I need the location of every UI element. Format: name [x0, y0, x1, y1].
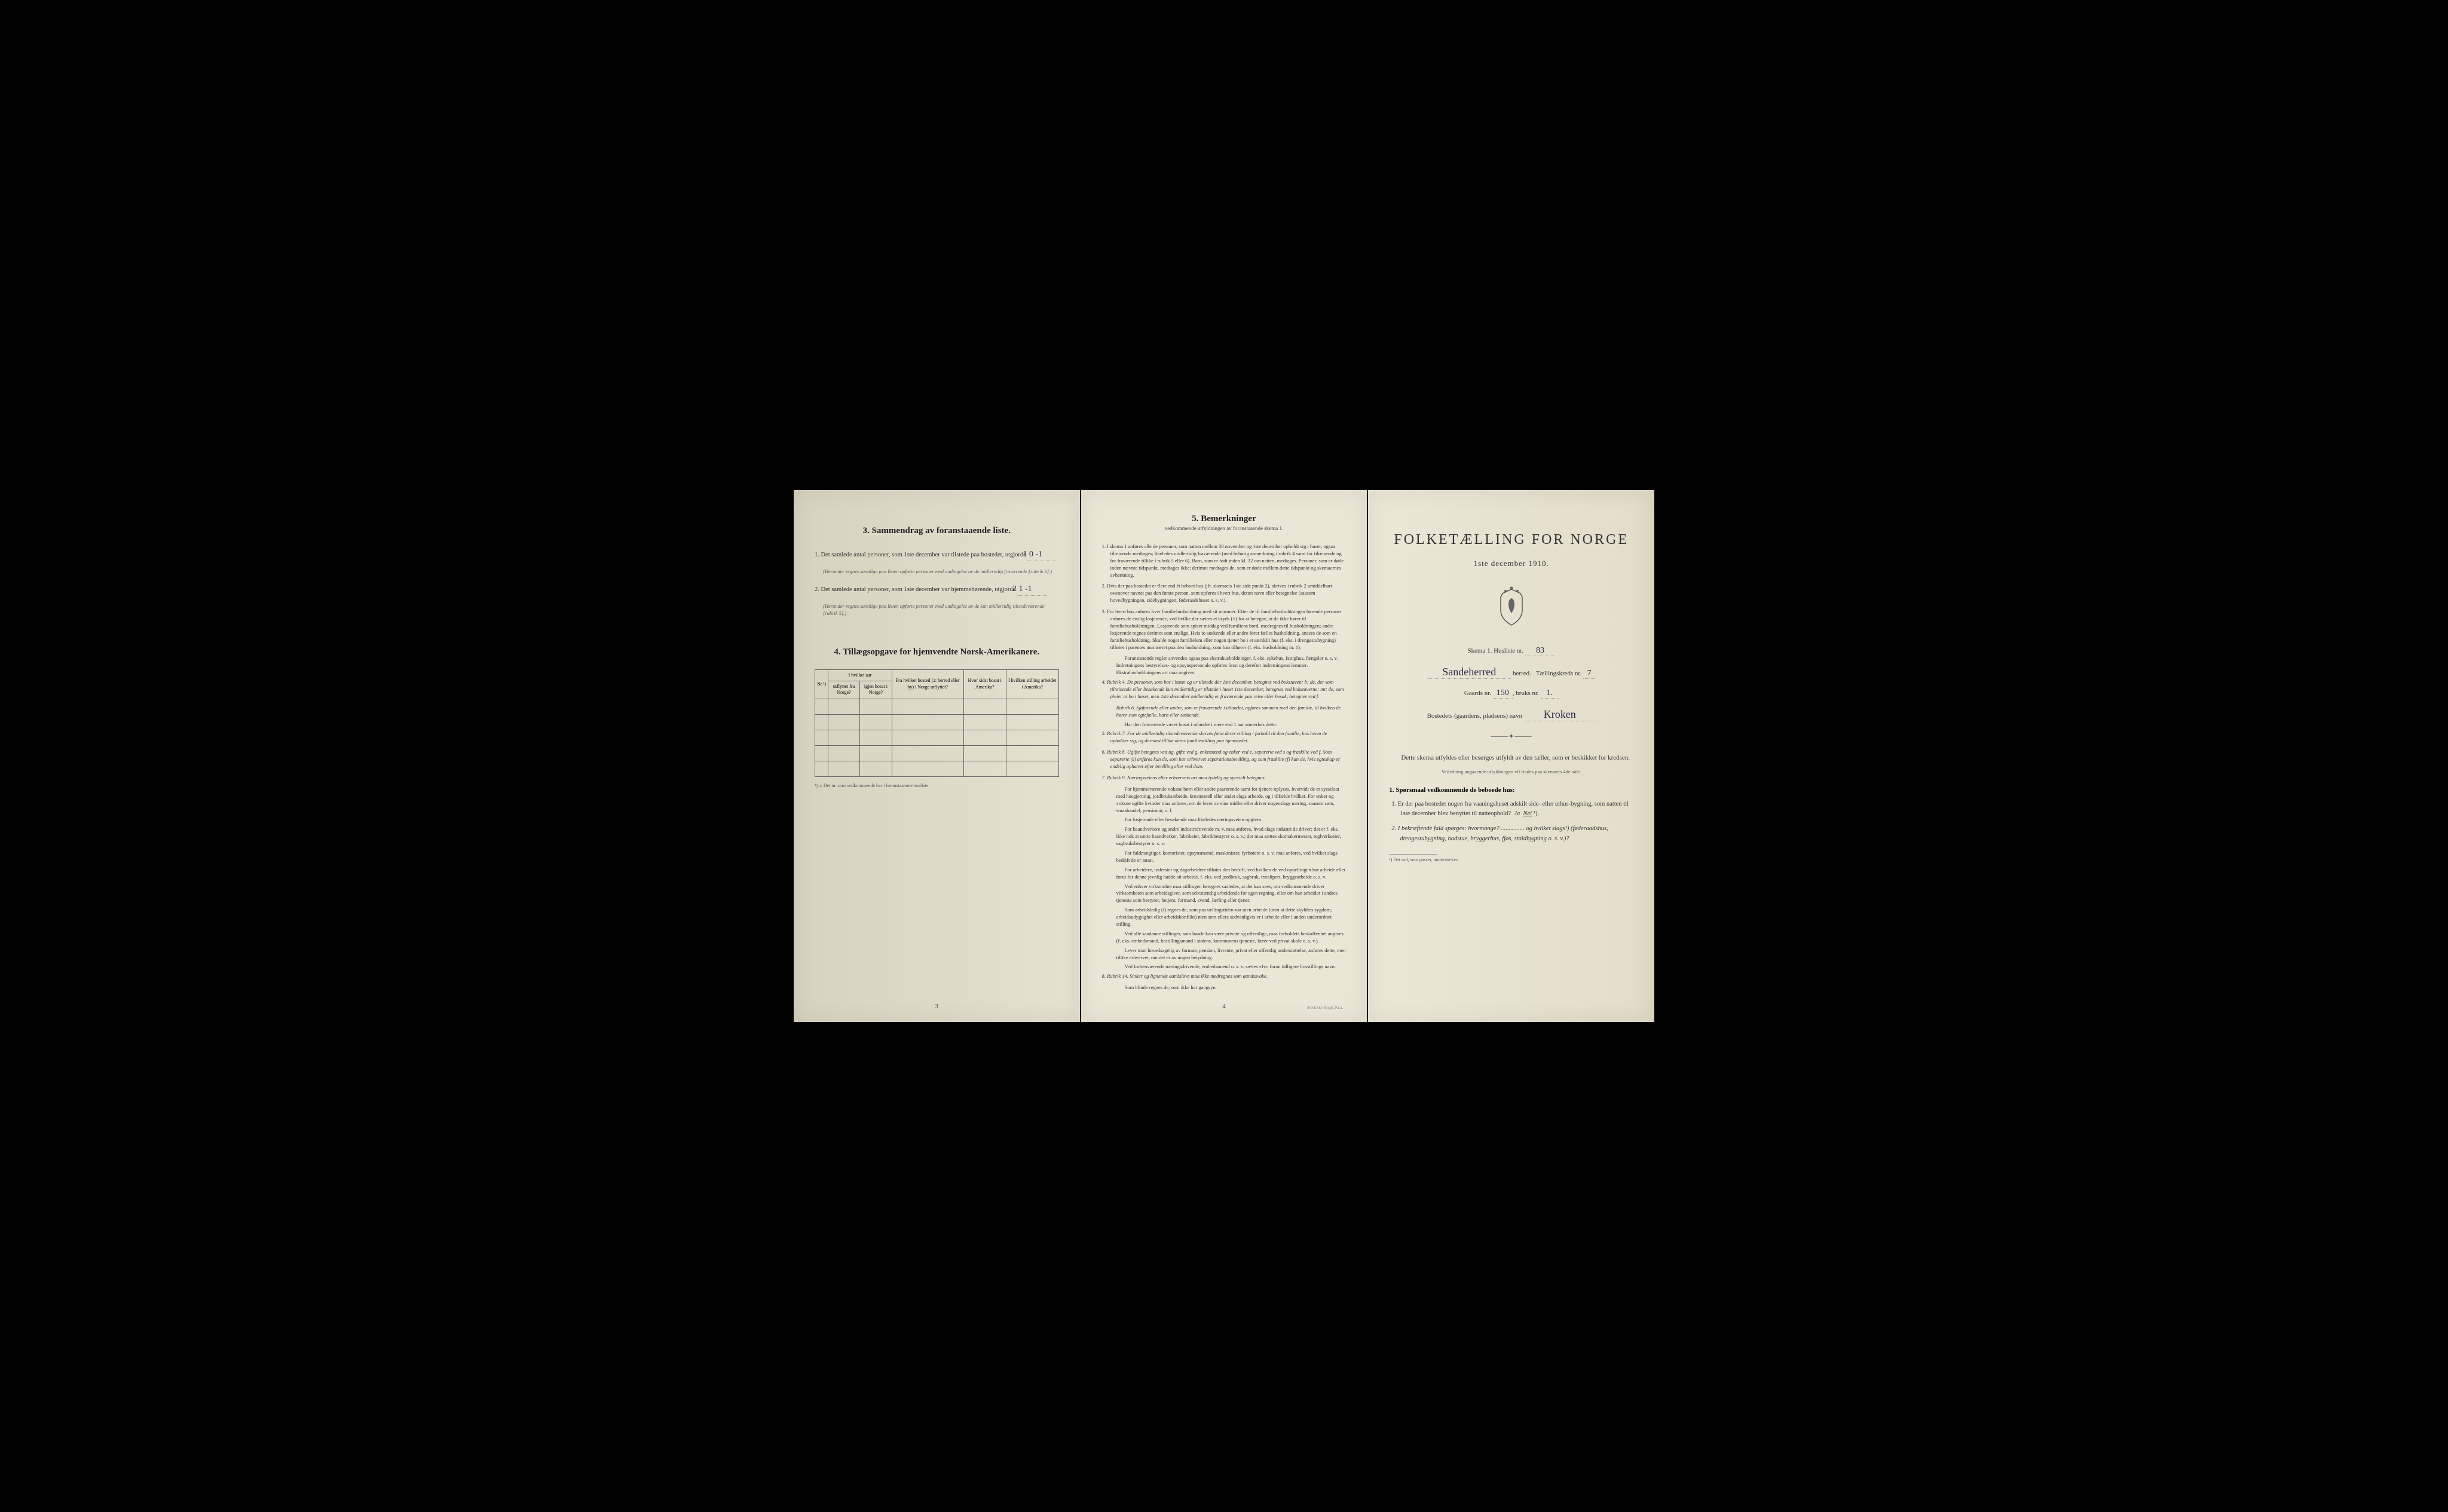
herred-line: Sandeherred herred. Tællingskreds nr. 7 — [1389, 666, 1633, 679]
remark-1: 1. I skema 1 anføres alle de personer, s… — [1102, 543, 1347, 579]
table-row — [815, 699, 1059, 714]
remark-3-para: Foranstaaende regler anvendes ogsaa paa … — [1102, 655, 1347, 677]
col-from: Fra hvilket bosted (ɔ: herred eller by) … — [892, 669, 963, 699]
total-resident-value: 2 1 -1 — [1017, 583, 1047, 596]
summary-item-2: 2. Det samlede antal personer, som 1ste … — [815, 583, 1059, 596]
remark-7b: For losjerende eller besøkende maa likel… — [1102, 816, 1347, 824]
remark-7j: Ved forhenværende næringsdrivende, embed… — [1102, 963, 1347, 971]
answer-nei: Nei — [1523, 810, 1532, 817]
printer-mark: Steen'ske Bogtr. Kr.a. — [1307, 1005, 1344, 1010]
remark-7g: Som arbeidsledig (l) regnes de, som paa … — [1102, 907, 1347, 928]
remark-4: 4. Rubrik 4. De personer, som bor i huse… — [1102, 679, 1347, 700]
remark-7e: For arbeidere, inderster og dagarbeidere… — [1102, 867, 1347, 881]
page-3: FOLKETÆLLING FOR NORGE 1ste december 191… — [1368, 490, 1654, 1022]
americans-table: Nr.¹) I hvilket aar Fra hvilket bosted (… — [815, 669, 1059, 777]
table-footnote: ¹) ɔ: Det nr. som vedkommende har i fora… — [815, 783, 1059, 788]
remark-7h: Ved alle saadanne stillinger, som baade … — [1102, 931, 1347, 945]
page-number: 3 — [935, 1003, 939, 1010]
skema-line: Skema 1. Husliste nr. 83 — [1389, 646, 1633, 656]
remark-2: 2. Hvis der paa bostedet er flere end ét… — [1102, 583, 1347, 604]
page-2: 5. Bemerkninger vedkommende utfyldningen… — [1081, 490, 1367, 1022]
remark-8-sub: Som blinde regnes de, som ikke har gangs… — [1102, 984, 1347, 991]
remark-5: 5. Rubrik 7. For de midlertidig tilstede… — [1102, 730, 1347, 745]
document-title: FOLKETÆLLING FOR NORGE — [1389, 532, 1633, 548]
instructions-text: Dette skema utfyldes eller besørges utfy… — [1389, 753, 1633, 764]
document-date: 1ste december 1910. — [1389, 559, 1633, 568]
section-4-heading: 4. Tillægsopgave for hjemvendte Norsk-Am… — [815, 647, 1059, 657]
page-1: 3. Sammendrag av foranstaaende liste. 1.… — [794, 490, 1080, 1022]
total-present-value: 1 0 -1 — [1027, 548, 1057, 561]
section-3-heading: 3. Sammendrag av foranstaaende liste. — [815, 526, 1059, 536]
col-emigrated: utflyttet fra Norge? — [828, 681, 860, 699]
remark-4-sub-a: Rubrik 6. Sjøfarende eller andre, som er… — [1102, 705, 1347, 719]
col-where: Hvor sidst bosat i Amerika? — [963, 669, 1006, 699]
item-1-note: (Herunder regnes samtlige paa listen opf… — [823, 568, 1059, 576]
question-1: 1. Er der paa bostedet nogen fra vaaning… — [1400, 800, 1633, 820]
remark-4-sub-b: Har den fraværende været bosat i utlande… — [1102, 721, 1347, 729]
col-nr: Nr.¹) — [815, 669, 828, 699]
gaards-value: 150 — [1493, 688, 1513, 699]
col-returned: igjen bosat i Norge? — [860, 681, 892, 699]
coat-of-arms-icon — [1494, 586, 1529, 628]
summary-item-1: 1. Det samlede antal personer, som 1ste … — [815, 548, 1059, 561]
husliste-nr-value: 83 — [1525, 646, 1555, 656]
remark-7f: Ved enhver virksomhet maa stillingen bet… — [1102, 883, 1347, 905]
remark-7i: Lever man hovedsagelig av formue, pensio… — [1102, 947, 1347, 962]
questions-block: 1. Spørsmaal vedkommende de beboede hus:… — [1389, 786, 1633, 844]
footnote-divider — [1389, 854, 1437, 855]
bosted-line: Bostedets (gaardens, pladsens) navn Krok… — [1389, 708, 1633, 721]
col-year: I hvilket aar — [828, 669, 892, 681]
question-2: 2. I bekræftende fald spørges: hvormange… — [1400, 824, 1633, 844]
table-row — [815, 745, 1059, 761]
bruks-value: 1. — [1541, 688, 1559, 699]
remark-6: 6. Rubrik 8. Ugifte betegnes ved ug, gif… — [1102, 749, 1347, 770]
table-row — [815, 714, 1059, 730]
footnote-text: ¹) Det ord, som passer, understrekes. — [1389, 857, 1633, 862]
section-5-sub: vedkommende utfyldningen av foranstaaend… — [1102, 525, 1347, 531]
gaards-line: Gaards nr. 150, bruks nr. 1. — [1389, 688, 1633, 699]
questions-heading: 1. Spørsmaal vedkommende de beboede hus: — [1389, 786, 1633, 794]
remark-7d: For fuldmægtiger, kontorister, opsynsmæn… — [1102, 850, 1347, 864]
remark-8: 8. Rubrik 14. Sinker og lignende aandslø… — [1102, 973, 1347, 980]
bosted-value: Kroken — [1524, 708, 1596, 721]
col-position: I hvilken stilling arbeidet i Amerika? — [1006, 669, 1058, 699]
remarks-list: 1. I skema 1 anføres alle de personer, s… — [1102, 543, 1347, 991]
item-2-note: (Herunder regnes samtlige paa listen opf… — [823, 603, 1059, 617]
remark-3: 3. For hvert hus anføres hver familiehus… — [1102, 608, 1347, 651]
table-row — [815, 730, 1059, 745]
remark-7: 7. Rubrik 9. Næringsveiens eller erhverv… — [1102, 775, 1347, 782]
census-document: 3. Sammendrag av foranstaaende liste. 1.… — [794, 490, 1654, 1022]
herred-value: Sandeherred — [1427, 666, 1511, 679]
section-5-heading: 5. Bemerkninger — [1102, 514, 1347, 524]
remark-7a: For hjemmeværende voksne børn eller andr… — [1102, 786, 1347, 815]
kreds-value: 7 — [1583, 669, 1595, 679]
page-number: 4 — [1222, 1003, 1226, 1010]
table-row — [815, 761, 1059, 776]
remark-7c: For haandverkere og andre industridriven… — [1102, 826, 1347, 847]
ornament-icon: ⸻✦⸻ — [1389, 731, 1633, 741]
instructions-sub: Veiledning angaaende utfyldningen vil fi… — [1389, 769, 1633, 775]
